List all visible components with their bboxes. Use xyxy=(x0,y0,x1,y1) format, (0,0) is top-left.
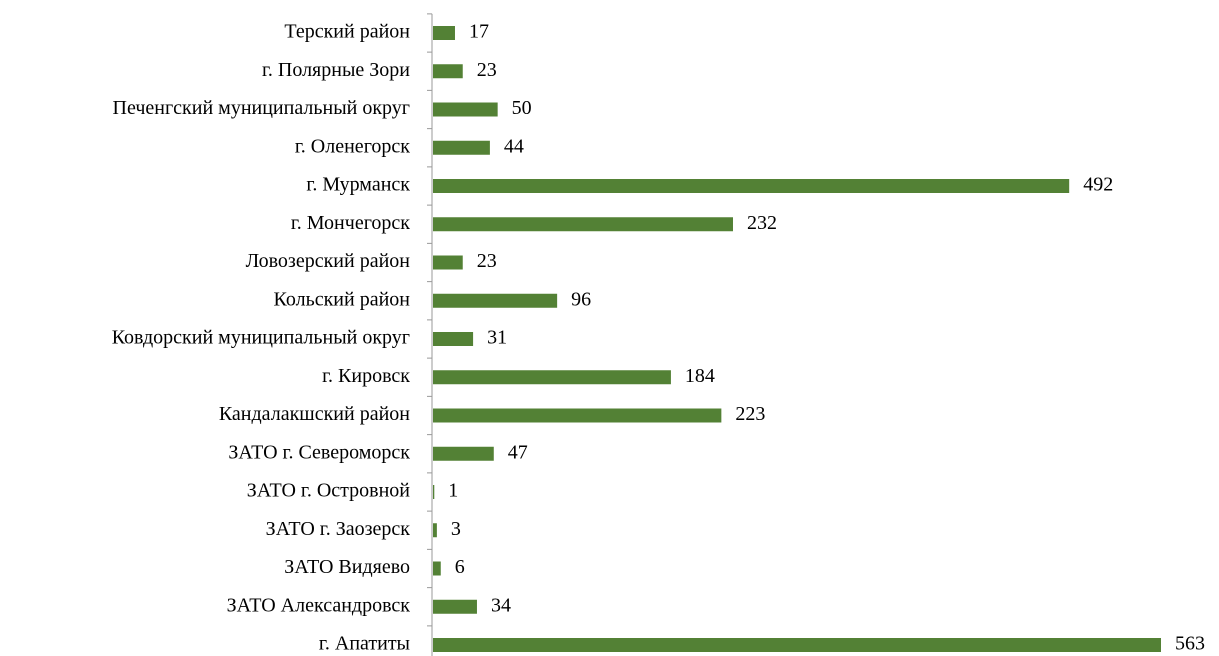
value-label: 44 xyxy=(504,135,524,157)
bar xyxy=(433,370,671,385)
bar xyxy=(433,293,558,308)
category-label: Терский район xyxy=(284,21,410,43)
category-label: Кольский район xyxy=(274,288,411,310)
value-label: 232 xyxy=(747,212,777,234)
category-axis xyxy=(427,13,433,656)
value-label: 492 xyxy=(1083,174,1113,196)
value-label: 3 xyxy=(451,518,461,540)
value-label: 50 xyxy=(512,97,532,119)
bar xyxy=(433,332,474,346)
value-label: 34 xyxy=(491,594,511,616)
category-label: г. Полярные Зори xyxy=(262,59,410,81)
bar xyxy=(433,485,435,499)
category-label: г. Мончегорск xyxy=(291,212,410,234)
category-label: ЗАТО г. Североморск xyxy=(228,441,410,463)
value-label: 223 xyxy=(735,403,765,425)
bar xyxy=(433,179,1070,193)
category-label: Ковдорский муниципальный округ xyxy=(112,327,410,349)
value-label: 23 xyxy=(477,250,497,272)
value-label: 1 xyxy=(448,480,458,502)
category-label: ЗАТО г. Островной xyxy=(247,480,411,502)
category-label: г. Апатиты xyxy=(319,633,410,655)
bar xyxy=(433,102,498,117)
category-label: Кандалакшский район xyxy=(219,403,410,425)
value-label: 6 xyxy=(455,556,465,578)
bar xyxy=(433,26,455,40)
bar xyxy=(433,599,477,614)
value-label: 31 xyxy=(487,327,507,349)
value-label: 563 xyxy=(1175,633,1205,655)
value-label: 96 xyxy=(571,288,591,310)
category-label: г. Кировск xyxy=(322,365,410,387)
bar xyxy=(433,64,463,79)
category-label: ЗАТО Видяево xyxy=(284,556,410,578)
bar xyxy=(433,255,463,270)
category-label: Ловозерский район xyxy=(246,250,411,272)
bar xyxy=(433,217,733,232)
bar xyxy=(433,408,722,423)
category-label: г. Оленегорск xyxy=(295,135,410,157)
value-label: 17 xyxy=(469,21,489,43)
value-label: 47 xyxy=(508,441,528,463)
bar xyxy=(433,561,441,576)
category-label: Печенгский муниципальный округ xyxy=(113,97,411,119)
bar xyxy=(433,446,494,461)
bar xyxy=(433,638,1161,652)
category-label: ЗАТО Александровск xyxy=(227,594,411,616)
bar xyxy=(433,523,437,538)
value-label: 184 xyxy=(685,365,715,387)
value-label: 23 xyxy=(477,59,497,81)
bar xyxy=(433,140,490,155)
category-label: ЗАТО г. Заозерск xyxy=(266,518,411,540)
category-label: г. Мурманск xyxy=(306,174,410,196)
